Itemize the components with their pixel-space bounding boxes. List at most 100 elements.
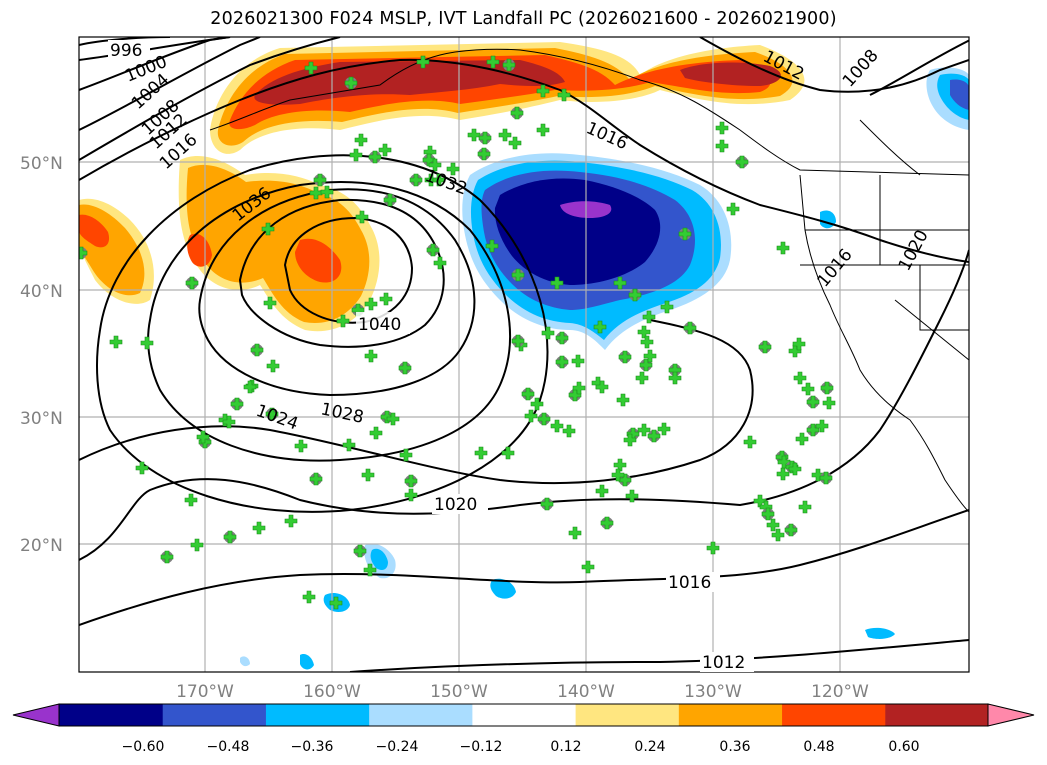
station-marker: [309, 186, 323, 200]
station-marker: [294, 439, 308, 453]
station-marker: [501, 446, 515, 460]
station-marker: [555, 355, 569, 369]
station-marker: [364, 297, 378, 311]
station-marker: [568, 526, 582, 540]
station-marker: [613, 276, 627, 290]
station-marker: [361, 468, 375, 482]
station-marker: [618, 350, 632, 364]
colorbar: [12, 703, 1035, 727]
isobar-label: 1020: [434, 495, 477, 515]
lon-label: 160°W: [303, 682, 361, 702]
lat-label: 20°N: [20, 536, 63, 556]
colorbar-extend-min: [12, 703, 60, 727]
station-marker: [222, 415, 236, 429]
station-marker: [540, 497, 554, 511]
isobar-1012: [79, 37, 341, 161]
station-marker: [230, 397, 244, 411]
station-marker: [368, 150, 382, 164]
station-markers: [79, 55, 836, 610]
station-marker: [735, 155, 749, 169]
station-marker: [635, 371, 649, 385]
isobar-label: 1012: [702, 653, 745, 673]
station-marker: [571, 354, 585, 368]
station-marker: [266, 359, 280, 373]
station-marker: [416, 55, 430, 69]
colorbar-tick: −0.48: [207, 739, 250, 755]
colorbar-segment: [471, 704, 576, 726]
isobar-1020-south: [79, 249, 969, 561]
station-marker: [135, 461, 149, 475]
station-marker: [613, 458, 627, 472]
station-marker: [511, 268, 525, 282]
station-marker: [185, 276, 199, 290]
station-marker: [600, 516, 614, 530]
isobar-1008: [79, 37, 261, 131]
station-marker: [265, 407, 279, 421]
station-marker: [616, 393, 630, 407]
station-marker: [355, 210, 369, 224]
station-marker: [792, 337, 806, 351]
station-marker: [446, 162, 460, 176]
colorbar-tick: 0.36: [719, 739, 750, 755]
station-marker: [404, 474, 418, 488]
colorbar-segment: [575, 704, 679, 726]
station-marker: [819, 471, 833, 485]
station-marker: [820, 381, 834, 395]
isobar-label: 1040: [358, 315, 401, 335]
station-marker: [657, 422, 671, 436]
station-marker: [364, 349, 378, 363]
latitude-labels: 50°N 40°N 30°N 20°N: [20, 154, 63, 556]
station-marker: [784, 523, 798, 537]
station-marker: [190, 538, 204, 552]
colorbar-tick: −0.24: [376, 739, 419, 755]
ivt-negative-shading: [240, 67, 969, 670]
station-marker: [647, 429, 661, 443]
station-marker: [593, 320, 607, 334]
station-marker: [557, 88, 571, 102]
station-marker: [498, 128, 512, 142]
station-marker: [550, 276, 564, 290]
station-marker: [776, 467, 790, 481]
colorbar-segment: [368, 704, 473, 726]
station-marker: [160, 550, 174, 564]
station-marker: [486, 55, 500, 69]
station-marker: [349, 148, 363, 162]
station-marker: [726, 202, 740, 216]
station-marker: [478, 131, 492, 145]
station-marker: [683, 321, 697, 335]
isobar-1028: [147, 181, 511, 462]
station-marker: [428, 158, 442, 172]
station-marker: [510, 106, 524, 120]
isobar-1012-south: [349, 639, 969, 672]
colorbar-tick: −0.60: [122, 739, 165, 755]
station-marker: [537, 412, 551, 426]
station-marker: [715, 139, 729, 153]
station-marker: [477, 147, 491, 161]
isobar-1024: [96, 154, 549, 513]
isobar-1012-ne: [699, 37, 969, 93]
colorbar-tick: 0.60: [888, 739, 919, 755]
station-marker: [530, 397, 544, 411]
colorbar-segment: [162, 704, 266, 726]
colorbar-frame: [58, 703, 989, 727]
station-marker: [502, 58, 516, 72]
station-marker: [309, 472, 323, 486]
isobar-1016-south: [79, 509, 969, 626]
station-marker: [637, 423, 651, 437]
station-marker: [196, 430, 210, 444]
station-marker: [678, 227, 692, 241]
isobar-1036: [238, 198, 445, 348]
station-marker: [336, 314, 350, 328]
station-marker: [572, 381, 586, 395]
station-marker: [706, 541, 720, 555]
colorbar-tick: 0.48: [803, 739, 834, 755]
station-marker: [329, 596, 343, 610]
station-marker: [524, 409, 538, 423]
station-marker: [623, 433, 637, 447]
station-marker: [536, 123, 550, 137]
station-marker: [766, 518, 780, 532]
station-marker: [320, 185, 334, 199]
station-marker: [432, 173, 446, 187]
colorbar-segment: [781, 704, 886, 726]
